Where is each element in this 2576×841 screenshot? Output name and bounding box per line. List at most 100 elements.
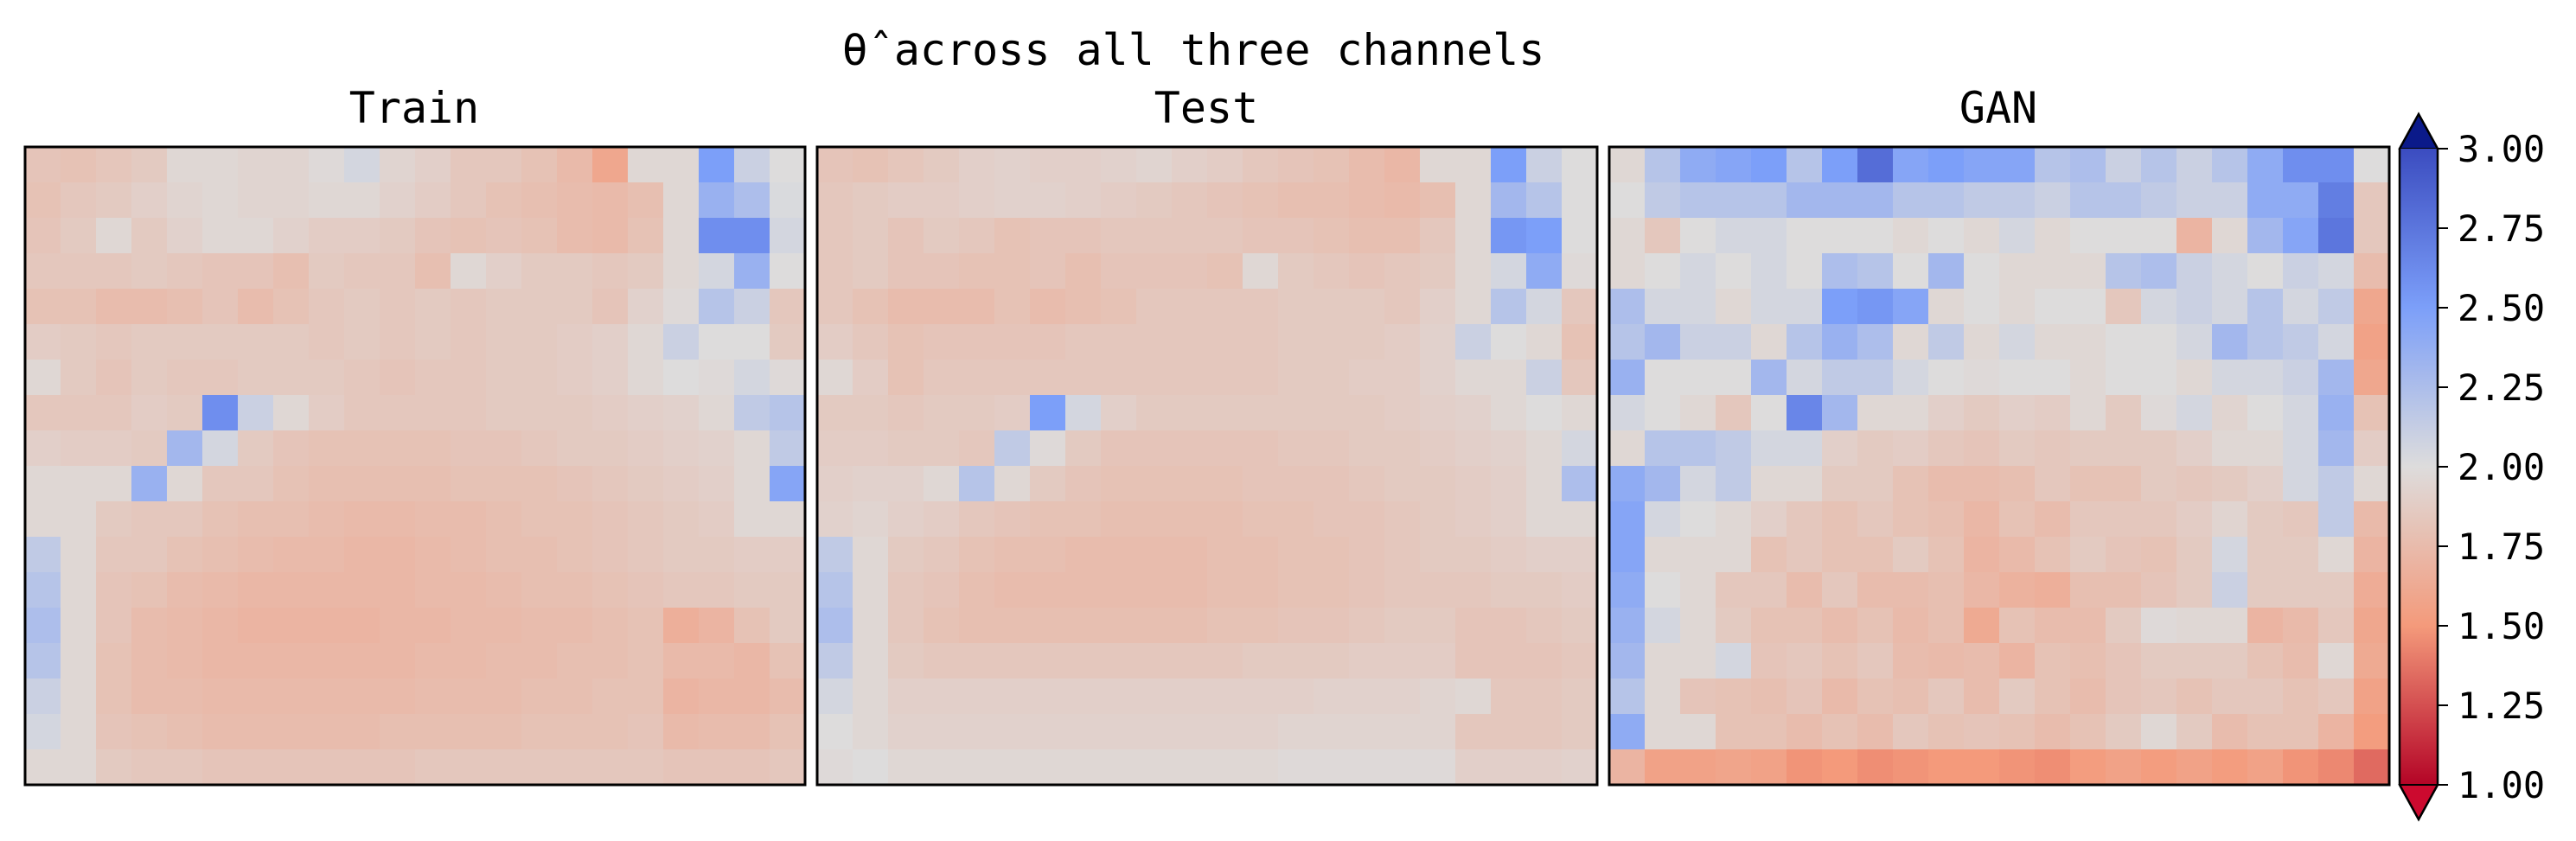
heatmap-cell	[451, 253, 487, 290]
heatmap-cell	[1928, 360, 1965, 396]
heatmap-cell	[1964, 182, 2000, 219]
heatmap-cell	[238, 572, 274, 608]
heatmap-cell	[1857, 218, 1894, 254]
heatmap-cell	[1964, 360, 2000, 396]
heatmap-cell	[1857, 572, 1894, 608]
heatmap-cell	[380, 749, 416, 786]
heatmap-cell	[96, 537, 132, 573]
heatmap-cell	[628, 147, 664, 183]
heatmap-cell	[1136, 395, 1173, 431]
heatmap-cell	[663, 430, 700, 467]
heatmap-cell	[273, 537, 310, 573]
heatmap-cell	[1065, 289, 1102, 325]
heatmap-cell	[734, 289, 770, 325]
heatmap-cell	[592, 395, 629, 431]
heatmap-cell	[521, 714, 558, 750]
heatmap-cell	[25, 537, 61, 573]
heatmap-cell	[1420, 501, 1456, 538]
heatmap-cell	[1349, 714, 1385, 750]
heatmap-cell	[994, 324, 1031, 360]
heatmap-cell	[1857, 749, 1894, 786]
heatmap-cell	[486, 360, 522, 396]
heatmap-cell	[1609, 501, 1646, 538]
heatmap-cell	[1716, 466, 1752, 502]
heatmap-cell	[1893, 537, 1929, 573]
heatmap-cell	[273, 643, 310, 679]
heatmap-cell	[2141, 679, 2177, 715]
heatmap-cell	[309, 360, 345, 396]
heatmap-cell	[2141, 289, 2177, 325]
heatmap-cell	[1680, 147, 1716, 183]
heatmap-cell	[344, 466, 380, 502]
heatmap-cell	[817, 182, 853, 219]
heatmap-cell	[1964, 749, 2000, 786]
heatmap-cell	[1680, 430, 1716, 467]
heatmap-cell	[924, 182, 960, 219]
heatmap-cell	[1384, 608, 1421, 644]
heatmap-cell	[309, 679, 345, 715]
heatmap-cell	[1562, 643, 1598, 679]
heatmap-cell	[699, 289, 735, 325]
heatmap-cell	[1455, 395, 1492, 431]
heatmap-cell	[1526, 182, 1563, 219]
heatmap-cell	[2212, 218, 2248, 254]
heatmap-cell	[1101, 572, 1137, 608]
heatmap-cell	[734, 182, 770, 219]
heatmap-cell	[2106, 182, 2142, 219]
heatmap-cell	[1455, 749, 1492, 786]
heatmap-cell	[2247, 537, 2284, 573]
colorbar-tick-label: 1.75	[2458, 526, 2545, 568]
heatmap-cell	[344, 182, 380, 219]
heatmap-cell	[238, 537, 274, 573]
heatmap-cell	[817, 289, 853, 325]
heatmap-cell	[924, 749, 960, 786]
heatmap-cell	[1172, 537, 1208, 573]
heatmap-cell	[1030, 147, 1066, 183]
heatmap-cell	[309, 749, 345, 786]
heatmap-cell	[1243, 749, 1279, 786]
heatmap-cell	[699, 147, 735, 183]
heatmap-cell	[1349, 360, 1385, 396]
heatmap-cell	[1609, 289, 1646, 325]
heatmap-cell	[380, 501, 416, 538]
heatmap-cell	[2247, 147, 2284, 183]
heatmap-cell	[959, 572, 995, 608]
heatmap-cell	[1207, 466, 1243, 502]
heatmap-cell	[994, 714, 1031, 750]
heatmap-cell	[96, 253, 132, 290]
heatmap-cell	[96, 395, 132, 431]
heatmap-cell	[959, 324, 995, 360]
heatmap-cell	[1645, 360, 1681, 396]
heatmap-cell	[1928, 643, 1965, 679]
heatmap-cell	[817, 679, 853, 715]
heatmap-cell	[486, 430, 522, 467]
heatmap-cell	[2247, 182, 2284, 219]
heatmap-cell	[521, 253, 558, 290]
heatmap-cell	[1207, 608, 1243, 644]
heatmap-cell	[1787, 360, 1823, 396]
heatmap-cell	[1491, 714, 1527, 750]
heatmap-cell	[888, 430, 924, 467]
heatmap-cell	[699, 501, 735, 538]
heatmap-cell	[1645, 572, 1681, 608]
heatmap-cell	[557, 749, 593, 786]
heatmap-cell	[1822, 501, 1858, 538]
heatmap-cell	[1609, 572, 1646, 608]
heatmap-cell	[1207, 182, 1243, 219]
heatmap-cell	[1526, 395, 1563, 431]
heatmap-cell	[1314, 572, 1350, 608]
heatmap-cell	[96, 360, 132, 396]
heatmap-cell	[1716, 537, 1752, 573]
heatmap-cell	[415, 643, 451, 679]
heatmap-cell	[1101, 501, 1137, 538]
heatmap-cell	[1384, 537, 1421, 573]
heatmap-cell	[1822, 749, 1858, 786]
heatmap-cell	[486, 289, 522, 325]
heatmap-cell	[1928, 147, 1965, 183]
heatmap-cell	[2106, 501, 2142, 538]
heatmap-cell	[1207, 395, 1243, 431]
heatmap-cell	[167, 608, 203, 644]
heatmap-cell	[2035, 218, 2071, 254]
heatmap-cell	[1136, 608, 1173, 644]
heatmap-cell	[2212, 324, 2248, 360]
